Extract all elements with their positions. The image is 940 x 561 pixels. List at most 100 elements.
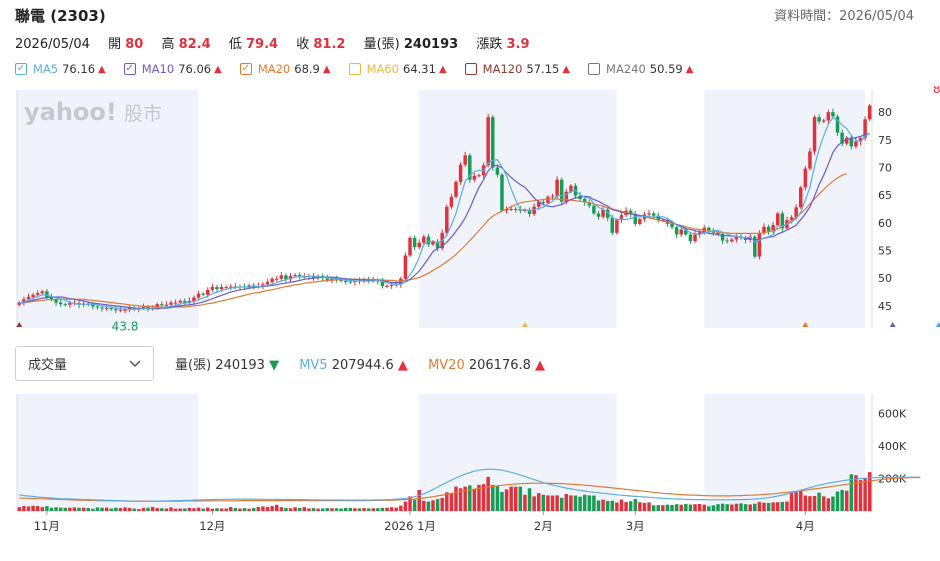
volume-bar[interactable] — [812, 496, 817, 511]
candle[interactable] — [867, 103, 872, 121]
volume-bar[interactable] — [293, 507, 297, 511]
candle[interactable] — [674, 225, 679, 238]
volume-bar[interactable] — [831, 496, 835, 511]
ma-checkbox[interactable]: ✓ — [15, 63, 27, 75]
volume-bar[interactable] — [114, 507, 118, 511]
volume-bar[interactable] — [325, 508, 330, 511]
candle[interactable] — [647, 209, 651, 217]
volume-bar[interactable] — [661, 505, 665, 511]
volume-bar[interactable] — [229, 507, 233, 511]
volume-bar[interactable] — [844, 490, 849, 511]
candle[interactable] — [472, 172, 477, 183]
candle[interactable] — [500, 173, 504, 213]
volume-bar[interactable] — [307, 508, 311, 511]
volume-bar[interactable] — [68, 507, 72, 511]
candle[interactable] — [491, 115, 495, 171]
candle[interactable] — [835, 114, 840, 137]
candle[interactable] — [684, 227, 688, 237]
volume-bar[interactable] — [247, 508, 251, 511]
volume-bar[interactable] — [215, 508, 219, 511]
volume-bar[interactable] — [578, 496, 582, 511]
volume-bar[interactable] — [311, 508, 316, 511]
volume-bar[interactable] — [835, 491, 840, 512]
volume-bar[interactable] — [376, 508, 380, 511]
volume-bar[interactable] — [169, 507, 173, 511]
volume-bar[interactable] — [445, 492, 449, 511]
ma-checkbox[interactable] — [464, 63, 477, 75]
volume-bar[interactable] — [141, 507, 146, 511]
candle[interactable] — [688, 231, 693, 245]
candle[interactable] — [504, 206, 509, 214]
volume-bar[interactable] — [77, 507, 81, 511]
volume-bar[interactable] — [109, 508, 113, 511]
candle[interactable] — [776, 211, 780, 227]
volume-bar[interactable] — [776, 502, 780, 511]
ma-legend-item-ma240[interactable]: MA240 50.59 ▲ — [588, 62, 693, 76]
volume-bar[interactable] — [642, 502, 647, 511]
volume-bar[interactable] — [684, 504, 688, 511]
volume-bar[interactable] — [799, 491, 803, 511]
candle[interactable] — [229, 283, 233, 291]
volume-bar[interactable] — [647, 502, 651, 511]
volume-bar[interactable] — [320, 508, 325, 511]
volume-bar[interactable] — [628, 501, 633, 511]
volume-bar[interactable] — [155, 508, 159, 511]
volume-bar[interactable] — [762, 502, 766, 511]
volume-bar[interactable] — [495, 486, 500, 511]
candle[interactable] — [408, 236, 412, 258]
ma-legend-item-ma60[interactable]: MA60 64.31 ▲ — [348, 62, 447, 76]
candle[interactable] — [196, 290, 201, 301]
volume-bar[interactable] — [615, 502, 619, 511]
volume-bar[interactable] — [867, 472, 872, 511]
candle[interactable] — [58, 299, 63, 307]
volume-indicator-select[interactable]: 成交量 — [15, 346, 154, 381]
candle[interactable] — [426, 233, 431, 247]
volume-bar[interactable] — [789, 491, 794, 512]
volume-bar[interactable] — [100, 507, 104, 511]
ma-checkbox[interactable] — [588, 63, 601, 75]
candle[interactable] — [449, 193, 454, 210]
volume-bar[interactable] — [826, 498, 831, 511]
volume-bar[interactable] — [697, 504, 702, 511]
volume-bar[interactable] — [137, 509, 141, 511]
volume-bar[interactable] — [192, 508, 196, 511]
volume-bar[interactable] — [679, 504, 683, 511]
volume-bar[interactable] — [536, 493, 541, 511]
volume-bar[interactable] — [219, 508, 224, 511]
ma-legend-item-ma10[interactable]: ✓ MA10 76.06 ▲ — [123, 62, 222, 76]
volume-bar[interactable] — [730, 504, 734, 512]
volume-bar[interactable] — [665, 504, 670, 511]
candle[interactable] — [771, 222, 775, 234]
volume-bar[interactable] — [49, 507, 54, 511]
candle[interactable] — [638, 217, 642, 226]
volume-bar[interactable] — [596, 500, 601, 511]
candle[interactable] — [63, 302, 68, 307]
volume-bar[interactable] — [91, 508, 95, 511]
candle[interactable] — [270, 277, 274, 284]
volume-bar[interactable] — [670, 504, 674, 511]
volume-bar[interactable] — [610, 500, 615, 511]
volume-bar[interactable] — [146, 507, 150, 511]
volume-bar[interactable] — [656, 505, 660, 511]
candle[interactable] — [601, 206, 605, 219]
volume-bar[interactable] — [624, 502, 628, 511]
volume-bar[interactable] — [523, 494, 527, 511]
volume-bar[interactable] — [840, 489, 844, 511]
volume-bar[interactable] — [468, 485, 472, 511]
volume-bar[interactable] — [118, 508, 123, 511]
candle[interactable] — [22, 296, 26, 306]
candle[interactable] — [555, 176, 559, 199]
volume-bar[interactable] — [26, 506, 31, 511]
candle[interactable] — [279, 271, 284, 281]
candle[interactable] — [178, 299, 182, 305]
volume-bar[interactable] — [187, 507, 192, 511]
volume-bar[interactable] — [532, 496, 536, 511]
candle[interactable] — [651, 211, 656, 220]
volume-bar[interactable] — [785, 501, 789, 511]
candle[interactable] — [812, 115, 817, 155]
volume-bar[interactable] — [803, 495, 808, 511]
volume-bar[interactable] — [380, 507, 385, 511]
volume-bar[interactable] — [821, 496, 826, 511]
volume-bar[interactable] — [86, 508, 90, 511]
